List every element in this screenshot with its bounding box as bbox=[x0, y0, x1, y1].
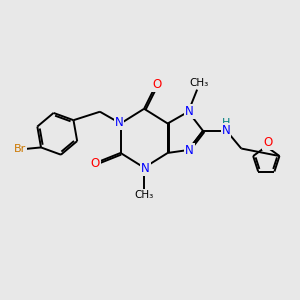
Text: N: N bbox=[185, 144, 194, 157]
Text: N: N bbox=[222, 124, 230, 137]
Text: CH₃: CH₃ bbox=[134, 190, 154, 200]
Text: N: N bbox=[185, 105, 194, 118]
Text: O: O bbox=[263, 136, 272, 149]
Text: N: N bbox=[141, 162, 150, 175]
Text: N: N bbox=[115, 116, 124, 129]
Text: O: O bbox=[152, 78, 161, 91]
Text: CH₃: CH₃ bbox=[189, 78, 208, 88]
Text: Br: Br bbox=[14, 144, 26, 154]
Text: H: H bbox=[222, 118, 230, 128]
Text: O: O bbox=[90, 157, 100, 170]
